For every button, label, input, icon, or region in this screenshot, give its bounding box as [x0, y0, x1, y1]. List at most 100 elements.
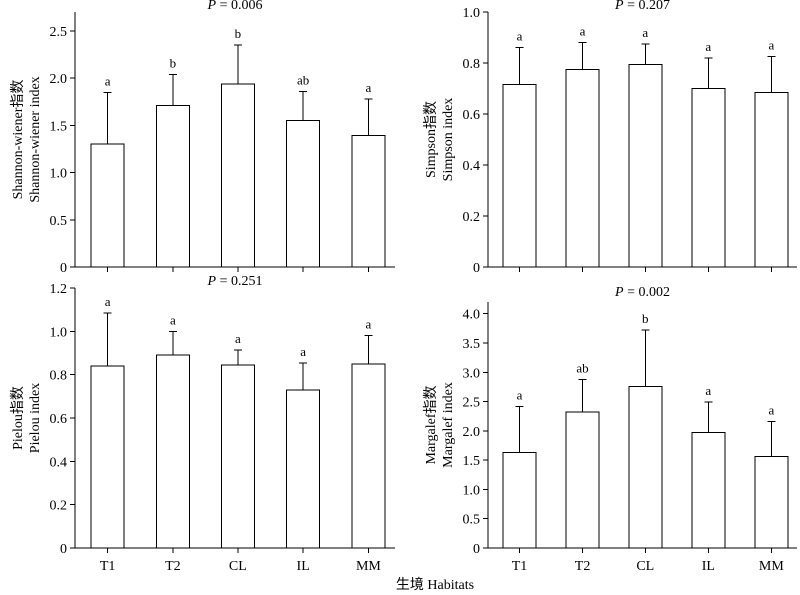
bar-t2	[565, 68, 600, 268]
chart-panel-4: 0 0.5 1.0 1.5 2.0 2.5 3.0 3.5 4.0 a ab b a a P = 0.002…	[423, 285, 797, 557]
p-value-label: P = 0.207	[614, 0, 670, 13]
bar-t2	[565, 411, 600, 549]
p-value-symbol: P	[207, 274, 217, 289]
y-tick-label: 0.2	[50, 499, 68, 514]
y-tick-label: 2.0	[463, 425, 481, 440]
significance-label: a	[768, 38, 774, 53]
significance-label: a	[300, 344, 306, 359]
x-tick-label-t1: T1	[100, 559, 116, 574]
bar-il	[691, 88, 726, 268]
x-axis-title: 生境 Habitats	[396, 577, 474, 593]
bar-mm	[754, 91, 789, 268]
y-tick-label: 3.0	[463, 366, 481, 381]
chart-panel-3: 0 0.2 0.4 0.6 0.8 1.0 1.2 a a a a a P = 0.251 Pielou指…	[10, 274, 395, 557]
y-axis-label-line-1: Shannon-wiener指数	[10, 80, 26, 200]
y-tick-label: 0	[473, 542, 480, 557]
significance-label: a	[705, 39, 711, 54]
bar-cl	[628, 63, 663, 268]
significance-label: b	[170, 55, 177, 70]
bar-t2	[155, 354, 190, 549]
significance-label: b	[642, 311, 649, 326]
significance-label: a	[105, 294, 111, 309]
y-tick-label: 0.5	[463, 513, 481, 528]
bar-t2	[155, 105, 190, 268]
y-tick-label: 0.8	[50, 369, 68, 384]
y-tick-label: 0	[473, 261, 480, 276]
significance-label: a	[170, 312, 176, 327]
bar-cl	[220, 364, 255, 549]
x-tick-label-t2: T2	[165, 559, 181, 574]
p-value-label: P = 0.002	[614, 285, 670, 300]
bar-t1	[502, 84, 537, 268]
y-tick-label: 0.8	[463, 57, 481, 72]
chart-panel-2: 0 0.2 0.4 0.6 0.8 1.0 a a a a a P = 0.207 Simpson指数 S…	[423, 0, 797, 276]
y-tick-label: 0	[60, 261, 67, 276]
x-tick-label-cl: CL	[229, 559, 247, 574]
y-tick-label: 2.5	[463, 396, 481, 411]
bar-mm	[754, 456, 789, 549]
p-value-text: = 0.207	[624, 0, 670, 13]
y-tick-label: 1.5	[50, 119, 68, 134]
y-tick-label: 0.5	[50, 214, 68, 229]
p-value-text: = 0.006	[216, 0, 262, 13]
x-tick-label-il: IL	[297, 559, 310, 574]
x-tick-label-t2: T2	[575, 559, 591, 574]
y-tick-label: 1.0	[463, 6, 481, 21]
significance-label: a	[642, 25, 648, 40]
y-tick-label: 0	[60, 542, 67, 557]
bar-il	[691, 432, 726, 549]
y-axis-label-line-1: Pielou指数	[10, 386, 26, 450]
bar-il	[286, 120, 321, 268]
y-tick-label: 2.0	[50, 72, 68, 87]
y-axis-label-line-2: Shannon-wiener index	[28, 76, 43, 202]
significance-label: b	[235, 26, 242, 41]
significance-label: a	[517, 387, 523, 402]
y-tick-label: 2.5	[50, 25, 68, 40]
y-tick-label: 0.6	[463, 108, 481, 123]
p-value-label: P = 0.251	[207, 274, 263, 289]
significance-label: a	[105, 73, 111, 88]
x-tick-label-cl: CL	[636, 559, 654, 574]
y-axis-label-line-1: Margalef指数	[423, 385, 439, 464]
x-tick-label-t1: T1	[512, 559, 528, 574]
bar-t1	[502, 452, 537, 549]
bar-mm	[351, 363, 386, 549]
x-tick-label-il: IL	[702, 559, 715, 574]
y-tick-label: 1.0	[50, 167, 68, 182]
bar-cl	[628, 385, 663, 549]
x-tick-label-mm: MM	[759, 559, 784, 574]
significance-label: ab	[576, 360, 588, 375]
y-tick-label: 0.6	[50, 412, 68, 427]
bar-t1	[90, 143, 125, 268]
bar-t1	[90, 365, 125, 549]
significance-label: a	[366, 317, 372, 332]
p-value-label: P = 0.006	[207, 0, 263, 13]
bar-cl	[220, 83, 255, 268]
shared-x-axis: T1 T2 CL IL MM T1 T2 CL IL MM	[100, 559, 784, 574]
significance-label: a	[580, 24, 586, 39]
significance-label: ab	[297, 72, 309, 87]
y-tick-label: 0.4	[50, 455, 68, 470]
p-value-symbol: P	[614, 0, 624, 13]
significance-label: a	[705, 383, 711, 398]
y-axis-label-line-2: Margalef index	[441, 382, 456, 468]
y-tick-label: 1.0	[463, 483, 481, 498]
y-tick-label: 1.5	[463, 454, 481, 469]
y-tick-label: 1.2	[50, 282, 68, 297]
p-value-text: = 0.251	[216, 274, 262, 289]
y-axis-label-line-1: Simpson指数	[423, 101, 439, 178]
y-axis-label-line-2: Simpson index	[441, 98, 456, 182]
significance-label: a	[366, 80, 372, 95]
bar-mm	[351, 135, 386, 268]
y-tick-label: 3.5	[463, 337, 481, 352]
significance-label: a	[235, 331, 241, 346]
y-tick-label: 1.0	[50, 325, 68, 340]
p-value-symbol: P	[614, 285, 624, 300]
x-tick-label-mm: MM	[356, 559, 381, 574]
y-tick-label: 0.2	[463, 210, 481, 225]
y-tick-label: 0.4	[463, 159, 481, 174]
significance-label: a	[768, 402, 774, 417]
significance-label: a	[517, 29, 523, 44]
